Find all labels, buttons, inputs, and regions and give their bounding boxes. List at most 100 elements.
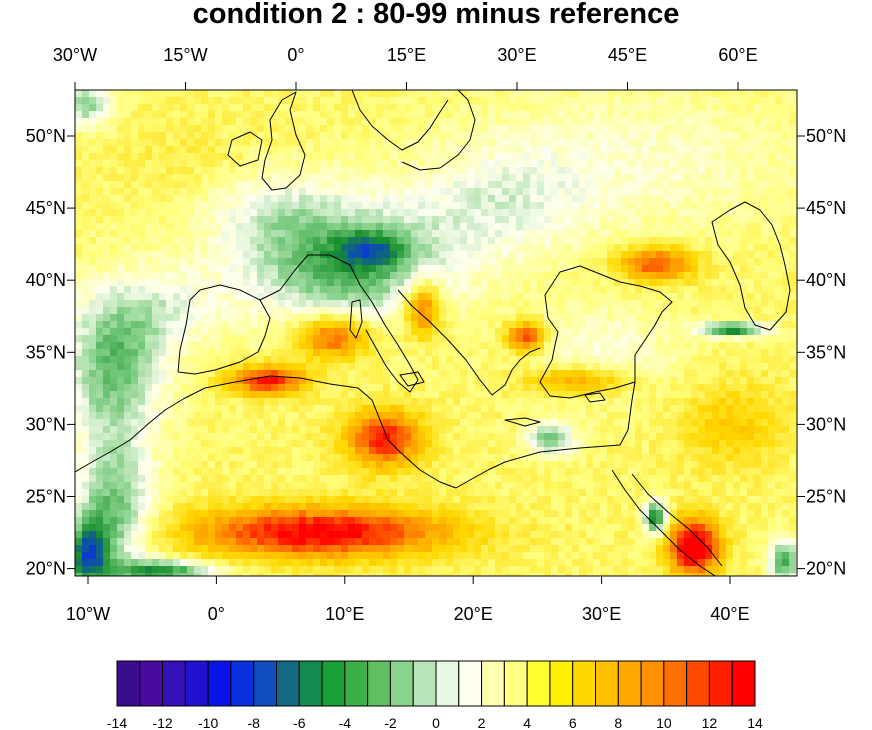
field-cell bbox=[453, 188, 461, 196]
field-cell bbox=[509, 146, 517, 154]
field-cell bbox=[530, 398, 538, 406]
field-cell bbox=[775, 118, 783, 126]
field-cell bbox=[180, 279, 188, 287]
field-cell bbox=[397, 132, 405, 140]
field-cell bbox=[607, 335, 615, 343]
field-cell bbox=[712, 160, 720, 168]
field-cell bbox=[166, 370, 174, 378]
field-cell bbox=[327, 286, 335, 294]
field-cell bbox=[551, 195, 559, 203]
field-cell bbox=[432, 377, 440, 385]
field-cell bbox=[474, 398, 482, 406]
field-cell bbox=[446, 188, 454, 196]
field-cell bbox=[383, 160, 391, 168]
field-cell bbox=[159, 160, 167, 168]
field-cell bbox=[684, 223, 692, 231]
field-cell bbox=[761, 181, 769, 189]
field-cell bbox=[355, 293, 363, 301]
field-cell bbox=[481, 90, 489, 98]
field-cell bbox=[460, 279, 468, 287]
field-cell bbox=[103, 370, 111, 378]
field-cell bbox=[467, 160, 475, 168]
field-cell bbox=[775, 244, 783, 252]
field-cell bbox=[635, 412, 643, 420]
field-cell bbox=[600, 419, 608, 427]
field-cell bbox=[481, 370, 489, 378]
field-cell bbox=[327, 97, 335, 105]
field-cell bbox=[670, 174, 678, 182]
field-cell bbox=[495, 146, 503, 154]
field-cell bbox=[670, 90, 678, 98]
field-cell bbox=[306, 209, 314, 217]
field-cell bbox=[208, 293, 216, 301]
field-cell bbox=[628, 195, 636, 203]
field-cell bbox=[341, 146, 349, 154]
field-cell bbox=[551, 146, 559, 154]
field-cell bbox=[649, 307, 657, 315]
field-cell bbox=[376, 118, 384, 126]
field-cell bbox=[488, 405, 496, 413]
field-cell bbox=[460, 188, 468, 196]
field-cell bbox=[82, 335, 90, 343]
field-cell bbox=[607, 230, 615, 238]
field-cell bbox=[775, 153, 783, 161]
field-cell bbox=[117, 300, 125, 308]
field-cell bbox=[96, 258, 104, 266]
field-cell bbox=[495, 139, 503, 147]
field-cell bbox=[642, 307, 650, 315]
field-cell bbox=[250, 363, 258, 371]
field-cell bbox=[474, 181, 482, 189]
field-cell bbox=[369, 265, 377, 273]
field-cell bbox=[705, 118, 713, 126]
field-cell bbox=[173, 300, 181, 308]
field-cell bbox=[453, 104, 461, 112]
field-cell bbox=[376, 153, 384, 161]
field-cell bbox=[397, 370, 405, 378]
field-cell bbox=[341, 293, 349, 301]
field-cell bbox=[418, 90, 426, 98]
field-cell bbox=[530, 272, 538, 280]
field-cell bbox=[614, 321, 622, 329]
field-cell bbox=[495, 209, 503, 217]
field-cell bbox=[705, 342, 713, 350]
field-cell bbox=[635, 237, 643, 245]
field-cell bbox=[558, 321, 566, 329]
field-cell bbox=[761, 321, 769, 329]
field-cell bbox=[677, 307, 685, 315]
field-cell bbox=[670, 230, 678, 238]
field-cell bbox=[348, 279, 356, 287]
field-cell bbox=[243, 307, 251, 315]
field-cell bbox=[712, 356, 720, 364]
field-cell bbox=[390, 244, 398, 252]
field-cell bbox=[628, 335, 636, 343]
field-cell bbox=[551, 160, 559, 168]
field-cell bbox=[82, 426, 90, 434]
field-cell bbox=[257, 419, 265, 427]
field-cell bbox=[404, 104, 412, 112]
field-cell bbox=[166, 272, 174, 280]
field-cell bbox=[649, 335, 657, 343]
field-cell bbox=[278, 202, 286, 210]
field-cell bbox=[789, 188, 797, 196]
field-cell bbox=[383, 90, 391, 98]
field-cell bbox=[621, 251, 629, 259]
field-cell bbox=[215, 97, 223, 105]
field-cell bbox=[425, 335, 433, 343]
field-cell bbox=[663, 265, 671, 273]
field-cell bbox=[558, 272, 566, 280]
field-cell bbox=[740, 307, 748, 315]
field-cell bbox=[236, 132, 244, 140]
field-cell bbox=[257, 328, 265, 336]
field-cell bbox=[82, 356, 90, 364]
field-cell bbox=[117, 370, 125, 378]
field-cell bbox=[376, 244, 384, 252]
field-cell bbox=[747, 251, 755, 259]
field-cell bbox=[572, 188, 580, 196]
field-cell bbox=[390, 125, 398, 133]
field-cell bbox=[586, 251, 594, 259]
field-cell bbox=[180, 272, 188, 280]
field-cell bbox=[691, 125, 699, 133]
field-cell bbox=[768, 398, 776, 406]
field-cell bbox=[390, 405, 398, 413]
field-cell bbox=[138, 132, 146, 140]
